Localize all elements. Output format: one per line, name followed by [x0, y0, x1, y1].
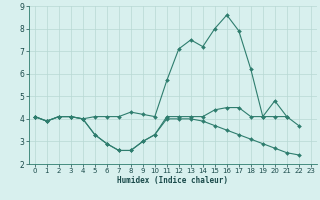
X-axis label: Humidex (Indice chaleur): Humidex (Indice chaleur): [117, 176, 228, 185]
